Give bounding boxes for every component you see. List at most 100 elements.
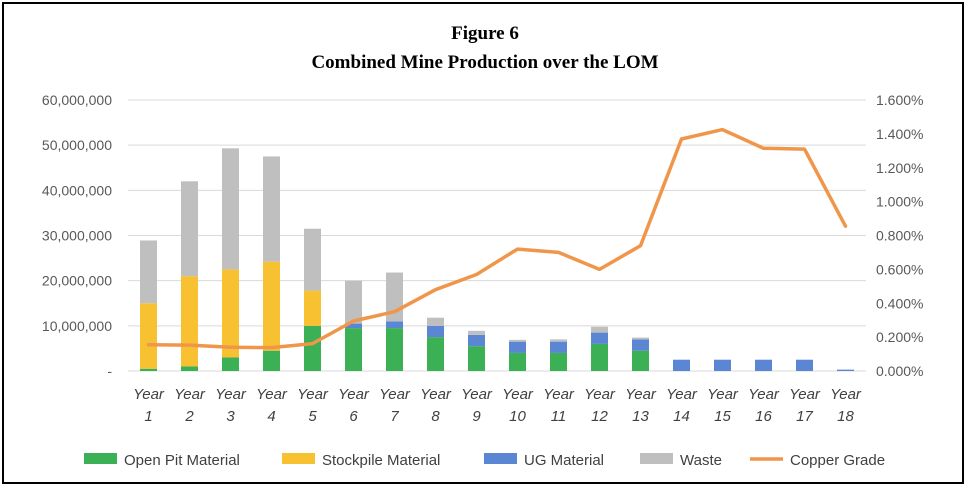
x-tick-label: Year bbox=[748, 386, 780, 403]
bar-stockpile-material bbox=[181, 276, 198, 367]
x-tick-label: 12 bbox=[591, 408, 608, 425]
x-tick-label: Year bbox=[256, 386, 288, 403]
bar-waste bbox=[181, 181, 198, 277]
legend-swatch bbox=[640, 453, 673, 464]
figure-label: Figure 6 bbox=[451, 23, 519, 44]
legend-label: Open Pit Material bbox=[124, 452, 240, 469]
x-tick-label: 11 bbox=[551, 408, 567, 425]
y-right-tick-label: 0.000% bbox=[876, 363, 923, 379]
legend-label: Copper Grade bbox=[790, 452, 885, 469]
copper-grade-line bbox=[146, 127, 848, 350]
bar-waste bbox=[591, 326, 608, 333]
x-tick-label: 9 bbox=[472, 408, 481, 425]
x-tick-label: Year bbox=[174, 386, 206, 403]
chart-frame bbox=[2, 2, 964, 484]
x-tick-label: Year bbox=[830, 386, 862, 403]
bar-open-pit-material bbox=[345, 328, 362, 371]
bar-ug-material bbox=[796, 359, 813, 371]
bar-ug-material bbox=[345, 323, 362, 329]
bar-open-pit-material bbox=[140, 368, 157, 371]
x-tick-label: 1 bbox=[144, 408, 152, 425]
x-tick-label: Year bbox=[133, 386, 165, 403]
x-tick-label: Year bbox=[297, 386, 329, 403]
x-tick-label: Year bbox=[584, 386, 616, 403]
bar-open-pit-material bbox=[386, 328, 403, 371]
bar-stockpile-material bbox=[140, 303, 157, 369]
bar-waste bbox=[222, 148, 239, 270]
y-right-tick-label: 0.600% bbox=[876, 261, 923, 277]
bar-ug-material bbox=[837, 369, 854, 371]
bar-open-pit-material bbox=[509, 352, 526, 371]
bar-ug-material bbox=[468, 334, 485, 347]
bar-ug-material bbox=[509, 341, 526, 353]
x-tick-label: Year bbox=[420, 386, 452, 403]
gridlines bbox=[128, 99, 866, 372]
x-tick-label: Year bbox=[379, 386, 411, 403]
x-tick-label: Year bbox=[543, 386, 575, 403]
x-tick-label: 13 bbox=[632, 408, 649, 425]
bar-open-pit-material bbox=[181, 366, 198, 371]
bar-open-pit-material bbox=[550, 352, 567, 371]
y-left-tick-label: 60,000,000 bbox=[42, 92, 112, 108]
x-tick-label: 8 bbox=[431, 408, 440, 425]
copper-grade-series-line bbox=[146, 127, 848, 350]
y-axis-left: - 10,000,000 20,000,000 30,000,000 40,000,00… bbox=[42, 92, 112, 379]
bar-ug-material bbox=[755, 359, 772, 371]
bar-stockpile-material bbox=[263, 261, 280, 351]
bar-open-pit-material bbox=[263, 350, 280, 371]
x-tick-label: Year bbox=[666, 386, 698, 403]
x-tick-label: 2 bbox=[184, 408, 194, 425]
bar-stockpile-material bbox=[304, 290, 321, 326]
legend-label: UG Material bbox=[524, 452, 604, 469]
y-right-tick-label: 0.400% bbox=[876, 295, 923, 311]
x-tick-label: Year bbox=[461, 386, 493, 403]
y-left-tick-label: 10,000,000 bbox=[42, 318, 112, 334]
y-left-tick-label: - bbox=[107, 363, 112, 379]
bar-open-pit-material bbox=[304, 325, 321, 371]
bar-ug-material bbox=[591, 332, 608, 344]
legend-swatch bbox=[84, 453, 117, 464]
bar-open-pit-material bbox=[632, 350, 649, 371]
bar-waste bbox=[427, 317, 444, 326]
x-tick-label: 3 bbox=[226, 408, 235, 425]
y-right-tick-label: 1.200% bbox=[876, 160, 923, 176]
bar-series bbox=[140, 148, 854, 371]
x-tick-label: 18 bbox=[837, 408, 854, 425]
legend-swatch bbox=[282, 453, 315, 464]
x-tick-label: Year bbox=[502, 386, 534, 403]
y-left-tick-label: 20,000,000 bbox=[42, 273, 112, 289]
bar-waste bbox=[140, 240, 157, 304]
chart-title: Combined Mine Production over the LOM bbox=[311, 52, 658, 73]
bar-waste bbox=[468, 330, 485, 335]
y-left-tick-label: 40,000,000 bbox=[42, 182, 112, 198]
bar-stockpile-material bbox=[222, 269, 239, 358]
y-right-tick-label: 1.000% bbox=[876, 194, 923, 210]
legend: Open Pit Material Stockpile Material UG Ma… bbox=[84, 452, 885, 469]
y-right-tick-label: 1.400% bbox=[876, 126, 923, 142]
x-tick-label: 16 bbox=[755, 408, 772, 425]
x-tick-label: Year bbox=[338, 386, 370, 403]
y-right-tick-label: 1.600% bbox=[876, 92, 923, 108]
y-left-tick-label: 30,000,000 bbox=[42, 228, 112, 244]
bar-waste bbox=[304, 228, 321, 291]
bar-open-pit-material bbox=[468, 346, 485, 371]
x-tick-label: Year bbox=[215, 386, 247, 403]
bar-open-pit-material bbox=[591, 343, 608, 371]
x-tick-label: 17 bbox=[796, 408, 813, 425]
x-tick-label: 15 bbox=[714, 408, 731, 425]
legend-swatch bbox=[484, 453, 517, 464]
y-axis-right: 0.000% 0.200% 0.400% 0.600% 0.800% 1.000% 1.20… bbox=[876, 92, 923, 379]
x-tick-label: 10 bbox=[509, 408, 526, 425]
y-right-tick-label: 0.200% bbox=[876, 329, 923, 345]
x-tick-label: 4 bbox=[267, 408, 275, 425]
bar-ug-material bbox=[550, 341, 567, 353]
bar-ug-material bbox=[632, 339, 649, 351]
legend-label: Waste bbox=[680, 452, 722, 469]
x-tick-label: 7 bbox=[390, 408, 399, 425]
bar-waste bbox=[509, 339, 526, 342]
x-axis: Year 1 Year 2 Year 3 Year 4 Year 5 Year 6 Year 7 Year 8… bbox=[133, 386, 862, 425]
bar-ug-material bbox=[714, 359, 731, 371]
bar-waste bbox=[632, 337, 649, 340]
x-tick-label: 14 bbox=[673, 408, 690, 425]
